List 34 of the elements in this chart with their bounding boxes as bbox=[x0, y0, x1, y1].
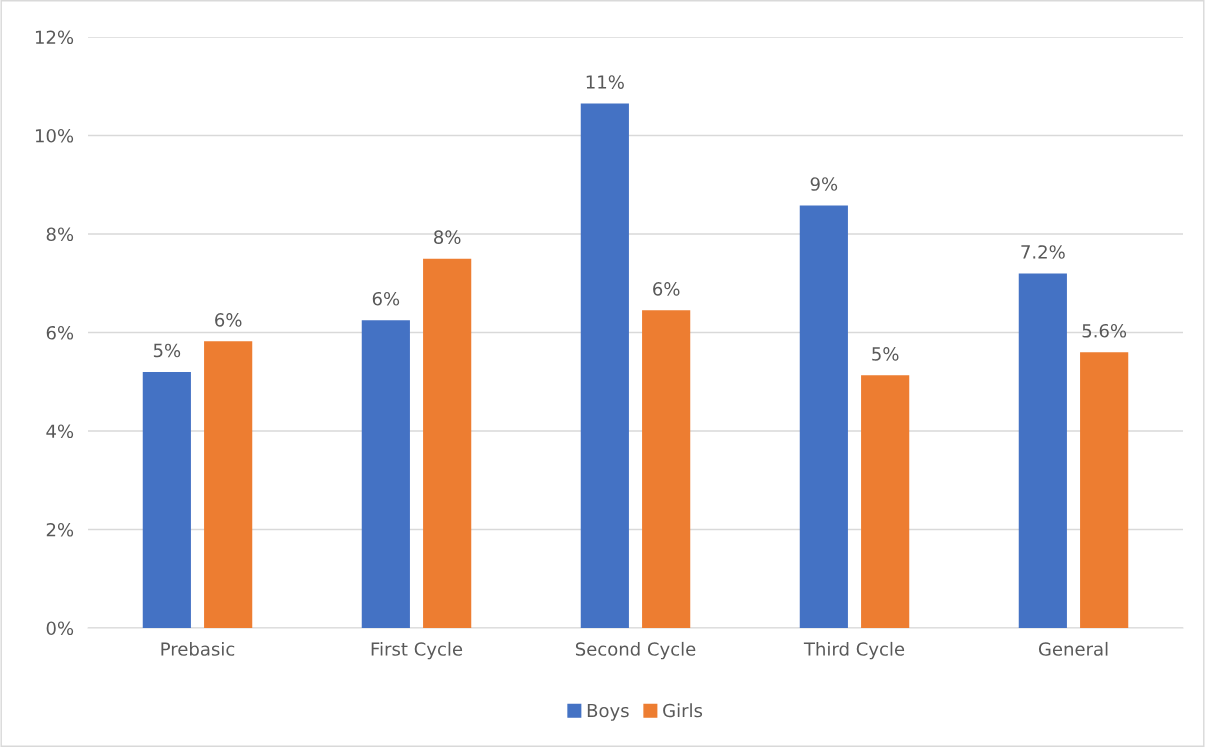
bar bbox=[204, 341, 253, 628]
y-tick-label: 6% bbox=[46, 325, 74, 340]
data-label: 6% bbox=[372, 291, 400, 306]
x-tick-label: General bbox=[1038, 641, 1108, 656]
data-label: 9% bbox=[810, 177, 838, 191]
bar bbox=[1080, 352, 1129, 628]
y-tick-label: 4% bbox=[46, 424, 74, 439]
bar bbox=[799, 205, 848, 628]
data-label: 5.6% bbox=[1082, 323, 1127, 338]
y-tick-label: 10% bbox=[35, 128, 74, 143]
legend-label: Girls bbox=[663, 703, 703, 718]
x-tick-label: Third Cycle bbox=[803, 641, 905, 660]
data-label: 6% bbox=[215, 313, 242, 327]
x-tick-label: Prebasic bbox=[161, 641, 235, 656]
bar bbox=[142, 371, 191, 628]
bar bbox=[642, 310, 691, 628]
legend-label: Boys bbox=[587, 703, 629, 721]
y-tick-label: 0% bbox=[46, 621, 74, 636]
bar bbox=[423, 258, 472, 628]
bar bbox=[580, 103, 629, 628]
data-label: 7.2% bbox=[1021, 245, 1065, 259]
x-tick-label: Second Cycle bbox=[575, 641, 696, 660]
bar bbox=[861, 375, 910, 628]
y-tick-label: 8% bbox=[46, 227, 74, 242]
bar bbox=[1018, 273, 1067, 628]
data-label: 5% bbox=[153, 343, 181, 358]
y-tick-label: 2% bbox=[46, 522, 74, 537]
data-label: 8% bbox=[434, 230, 461, 245]
data-label: 5% bbox=[872, 347, 899, 361]
y-tick-label: 12% bbox=[35, 30, 74, 45]
data-label: 6% bbox=[653, 282, 680, 296]
data-label: 11% bbox=[586, 75, 624, 89]
bar bbox=[361, 320, 410, 628]
x-tick-label: First Cycle bbox=[371, 641, 463, 660]
